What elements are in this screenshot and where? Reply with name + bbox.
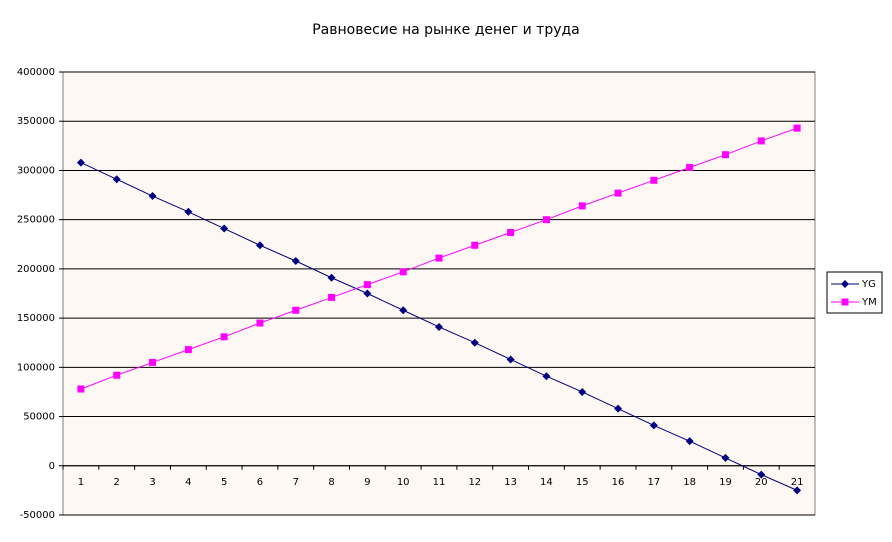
x-tick-label: 14 (540, 477, 553, 488)
x-tick-label: 18 (683, 477, 696, 488)
data-point (721, 453, 730, 462)
data-point (327, 273, 336, 282)
data-point (542, 372, 551, 381)
x-tick-label: 17 (647, 477, 660, 488)
data-point (685, 437, 694, 446)
legend-box (826, 271, 883, 314)
data-point (291, 257, 300, 266)
data-point (148, 192, 157, 201)
data-point (614, 189, 622, 197)
data-point (76, 158, 85, 167)
x-tick-label: 11 (433, 477, 446, 488)
data-point (542, 216, 550, 224)
data-point (77, 385, 85, 393)
y-tick-label: 250000 (17, 215, 55, 226)
data-point (793, 486, 802, 495)
data-point (507, 228, 515, 236)
data-point (184, 207, 193, 216)
data-point (650, 176, 658, 184)
x-tick-label: 12 (468, 477, 481, 488)
x-tick-label: 13 (504, 477, 517, 488)
y-tick-label: 300000 (17, 165, 55, 176)
x-tick-label: 15 (576, 477, 589, 488)
x-tick-label: 8 (328, 477, 334, 488)
data-point (578, 387, 587, 396)
x-tick-label: 7 (293, 477, 299, 488)
x-tick-label: 21 (791, 477, 804, 488)
data-point (435, 322, 443, 331)
data-point (292, 306, 300, 314)
data-point (793, 124, 801, 132)
data-point (757, 470, 766, 479)
x-tick-label: 1 (78, 477, 84, 488)
y-tick-label: 0 (49, 461, 55, 472)
data-point (578, 202, 586, 210)
data-point (113, 371, 121, 379)
x-tick-label: 20 (755, 477, 768, 488)
x-tick-label: 3 (149, 477, 155, 488)
y-tick-label: 400000 (17, 67, 55, 78)
plot-area (62, 71, 816, 516)
legend-label: YM (861, 297, 877, 308)
data-point (112, 175, 121, 184)
x-tick-label: 16 (612, 477, 625, 488)
y-tick-label: 350000 (17, 116, 55, 127)
chart-title: Равновесие на рынке денег и труда (312, 22, 580, 38)
data-point (721, 151, 729, 159)
data-point (614, 404, 623, 413)
data-point (363, 281, 371, 289)
data-point (686, 163, 694, 171)
data-point (649, 421, 658, 430)
x-tick-label: 5 (221, 477, 227, 488)
y-tick-label: 200000 (17, 264, 55, 275)
y-tick-label: 100000 (17, 362, 55, 373)
data-point (399, 306, 408, 315)
data-point (506, 355, 515, 364)
data-point (328, 293, 336, 301)
data-point (184, 346, 192, 354)
data-point (149, 358, 157, 366)
data-point (757, 137, 765, 145)
x-tick-label: 19 (719, 477, 732, 488)
data-point (470, 338, 479, 347)
data-point (220, 333, 228, 341)
x-tick-label: 4 (185, 477, 191, 488)
data-point (435, 254, 443, 262)
x-tick-label: 10 (397, 477, 410, 488)
data-point (399, 268, 407, 276)
y-tick-label: 50000 (23, 412, 55, 423)
data-point (220, 224, 229, 233)
y-tick-label: -50000 (20, 510, 55, 521)
legend-marker (841, 280, 849, 288)
y-tick-label: 150000 (17, 313, 55, 324)
x-tick-label: 9 (364, 477, 370, 488)
x-tick-label: 2 (114, 477, 120, 488)
data-point (471, 241, 479, 249)
data-point (255, 241, 264, 250)
legend-marker (841, 298, 849, 306)
legend-label: YG (861, 279, 876, 290)
data-point (256, 319, 264, 327)
data-point (363, 289, 372, 298)
x-tick-label: 6 (257, 477, 263, 488)
